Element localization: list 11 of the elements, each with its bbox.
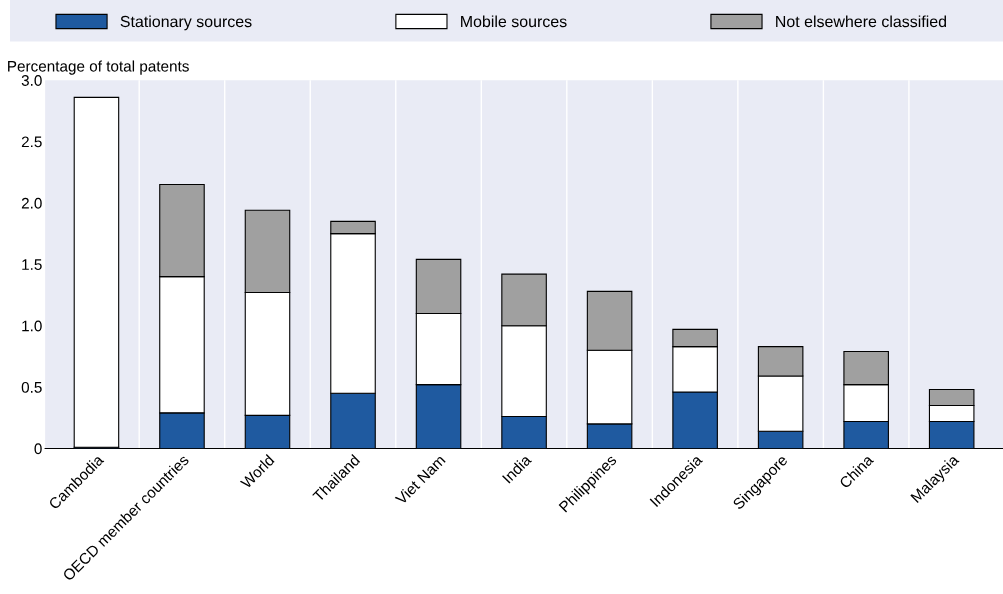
y-tick-label: 3.0: [21, 75, 42, 86]
y-tick-label: 1.5: [22, 259, 42, 271]
y-tick-label: 0.5: [21, 381, 42, 393]
y-tick-label: 1.0: [22, 320, 42, 332]
y-tick-label: 2.0: [21, 197, 42, 209]
y-axis-title: Percentage of total patents: [8, 60, 189, 75]
y-tick-label: 0: [34, 443, 42, 455]
legend-label: Not elsewhere classified: [776, 15, 947, 28]
legend-label: Mobile sources: [461, 15, 567, 28]
legend-label: Stationary sources: [120, 15, 252, 31]
y-tick-label: 2.5: [21, 136, 42, 148]
